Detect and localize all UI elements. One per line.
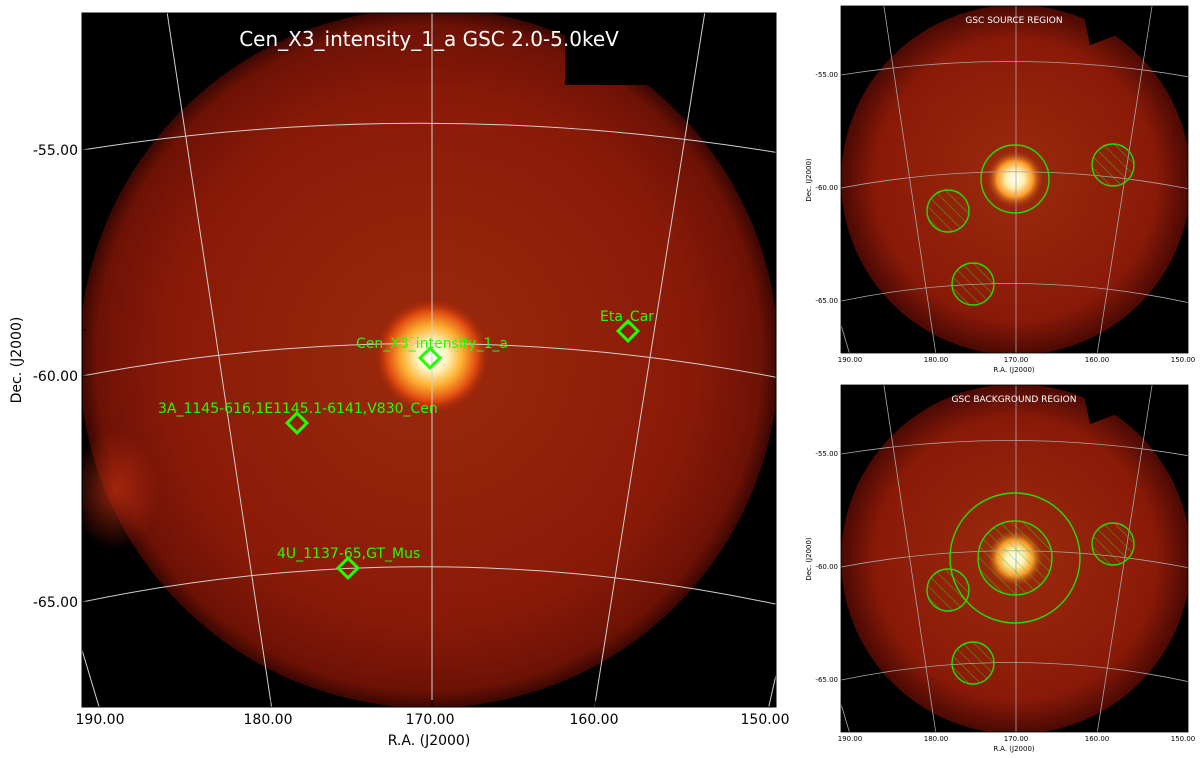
src-xtick-150: 150.00 xyxy=(1171,356,1196,364)
background-region-panel: GSC BACKGROUND REGION 190.00 180.00 170.… xyxy=(800,379,1200,758)
ra-line-180 xyxy=(166,13,273,707)
src-exclusion-4u-1137 xyxy=(951,262,995,306)
bkg-frame xyxy=(840,384,1189,733)
src-title: GSC SOURCE REGION xyxy=(965,16,1062,26)
ra-line-190 xyxy=(82,649,100,707)
source-marker-4u-1137 xyxy=(335,555,361,581)
source-region-svg: GSC SOURCE REGION 190.00 180.00 170.00 1… xyxy=(805,5,1196,374)
main-image-svg: Eta_Car Cen_X3_intensity_1_a 3A_1145-616… xyxy=(9,12,790,749)
ra-line-160 xyxy=(593,13,706,707)
dec-line-65 xyxy=(82,566,776,605)
bkg-title: GSC BACKGROUND REGION xyxy=(952,395,1077,405)
src-xtick-160: 160.00 xyxy=(1085,356,1110,364)
bkg-xlabel: R.A. (J2000) xyxy=(993,745,1035,753)
src-xtick-190: 190.00 xyxy=(838,356,863,364)
bkg-exclusion-eta-car xyxy=(1091,522,1135,566)
bkg-outer-annulus xyxy=(949,492,1081,624)
src-ytick-65: -65.00 xyxy=(815,297,838,305)
src-disk-notch xyxy=(1082,6,1188,45)
src-xlabel: R.A. (J2000) xyxy=(993,366,1035,374)
bkg-ytick-60: -60.00 xyxy=(815,563,838,571)
src-xtick-180: 180.00 xyxy=(924,356,949,364)
main-xtick-190: 190.00 xyxy=(76,712,125,728)
main-xtick-150: 150.00 xyxy=(741,712,790,728)
edge-glow xyxy=(82,430,160,550)
bkg-xtick-150: 150.00 xyxy=(1171,735,1196,743)
bkg-xtick-170: 170.00 xyxy=(1004,735,1029,743)
main-ytick-60: -60.00 xyxy=(33,369,78,385)
ra-line-150 xyxy=(768,674,776,707)
main-ytick-65: -65.00 xyxy=(33,595,78,611)
main-ytick-55: -55.00 xyxy=(33,143,78,159)
source-label-4u-1137: 4U_1137-65,GT_Mus xyxy=(277,546,420,562)
bkg-ylabel: Dec. (J2000) xyxy=(805,537,813,581)
bkg-ytick-65: -65.00 xyxy=(815,676,838,684)
main-ticks xyxy=(82,58,769,707)
bkg-ytick-55: -55.00 xyxy=(815,450,838,458)
source-marker-3a-1145 xyxy=(284,410,310,436)
bkg-exclusion-4u-1137 xyxy=(951,641,995,685)
src-ytick-55: -55.00 xyxy=(815,71,838,79)
source-label-3a-1145: 3A_1145-616,1E1145.1-6141,V830_Cen xyxy=(158,401,438,417)
source-label-cen-x3: Cen_X3_intensity_1_a xyxy=(356,336,508,352)
src-exclusion-3a-1145 xyxy=(926,189,970,233)
main-xtick-160: 160.00 xyxy=(570,712,619,728)
src-xtick-170: 170.00 xyxy=(1004,356,1029,364)
src-bright-source xyxy=(985,149,1045,209)
bkg-inner-exclusion xyxy=(977,520,1053,596)
source-region-panel: GSC SOURCE REGION 190.00 180.00 170.00 1… xyxy=(800,0,1200,379)
disk-notch xyxy=(565,13,776,85)
source-marker-eta-car xyxy=(615,318,641,344)
background-region-svg: GSC BACKGROUND REGION 190.00 180.00 170.… xyxy=(805,384,1196,753)
main-frame xyxy=(81,12,777,708)
dec-line-55 xyxy=(82,122,776,153)
main-xtick-170: 170.00 xyxy=(406,712,455,728)
src-ytick-60: -60.00 xyxy=(815,184,838,192)
src-source-circle xyxy=(980,144,1050,214)
src-ylabel: Dec. (J2000) xyxy=(805,158,813,202)
bkg-exclusion-3a-1145 xyxy=(926,568,970,612)
source-marker-cen-x3 xyxy=(417,345,443,371)
main-xtick-180: 180.00 xyxy=(244,712,293,728)
coordinate-grid xyxy=(82,13,776,707)
main-xlabel: R.A. (J2000) xyxy=(388,733,471,749)
bkg-xtick-190: 190.00 xyxy=(838,735,863,743)
bkg-disk-notch xyxy=(1082,385,1188,424)
main-title: Cen_X3_intensity_1_a GSC 2.0-5.0keV xyxy=(239,27,619,51)
src-frame xyxy=(840,5,1189,354)
src-exclusion-eta-car xyxy=(1091,143,1135,187)
main-ylabel: Dec. (J2000) xyxy=(9,317,25,404)
src-grid xyxy=(841,6,1188,353)
source-label-eta-car: Eta_Car xyxy=(600,309,654,325)
bkg-xtick-180: 180.00 xyxy=(924,735,949,743)
dec-line-60 xyxy=(82,343,776,378)
main-panel: Eta_Car Cen_X3_intensity_1_a 3A_1145-616… xyxy=(9,12,790,749)
bkg-xtick-160: 160.00 xyxy=(1085,735,1110,743)
